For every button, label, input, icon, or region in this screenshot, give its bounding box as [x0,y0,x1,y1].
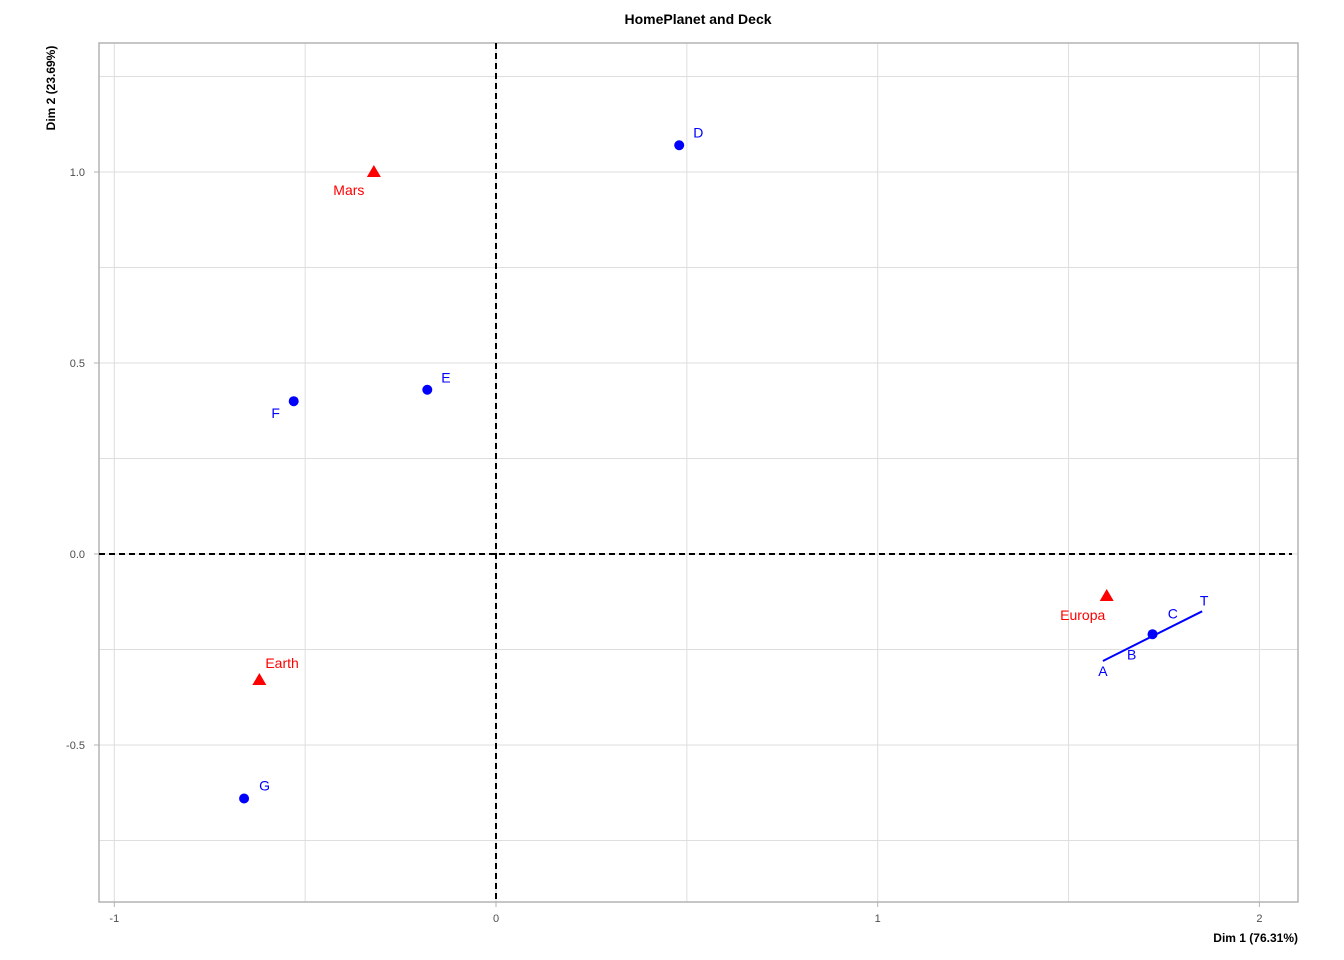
triangle-marker-icon [366,165,381,177]
circle-marker-icon [1147,629,1158,640]
x-tick-label: 1 [875,913,881,925]
triangle-marker-icon [1099,589,1114,602]
y-tick-label: 1.0 [70,167,85,179]
point-label: B [1127,647,1136,663]
x-tick-label: -1 [109,913,119,925]
point-label: E [441,370,450,386]
circle-marker-icon [422,384,433,395]
x-axis-label: Dim 1 (76.31%) [1213,931,1298,945]
reference-lines [99,43,1292,902]
triangle-marker-icon [252,673,267,686]
axis-ticks: -1 0 1 2 -0.5 0.0 0.5 1.0 [66,167,1262,925]
point-label: Europa [1060,607,1105,623]
data-points: Mars Earth Europa D E F G A B C T [239,124,1209,804]
point-label: G [259,777,270,793]
point-label: T [1200,592,1209,608]
chart-title: HomePlanet and Deck [624,11,772,27]
y-tick-label: 0.0 [70,549,85,561]
point-label: F [271,405,280,421]
circle-marker-icon [674,140,685,151]
plot-border [98,42,1299,903]
x-tick-label: 0 [493,913,499,925]
grid-lines [99,43,1298,902]
circle-marker-icon [239,793,250,804]
point-label: Earth [265,655,298,671]
point-label: C [1168,606,1178,622]
point-label: A [1098,663,1108,679]
point-label: D [693,124,703,140]
point-label: Mars [333,182,364,198]
y-tick-label: -0.5 [66,740,85,752]
x-tick-label: 2 [1256,913,1262,925]
y-tick-label: 0.5 [70,358,85,370]
circle-marker-icon [288,396,299,407]
